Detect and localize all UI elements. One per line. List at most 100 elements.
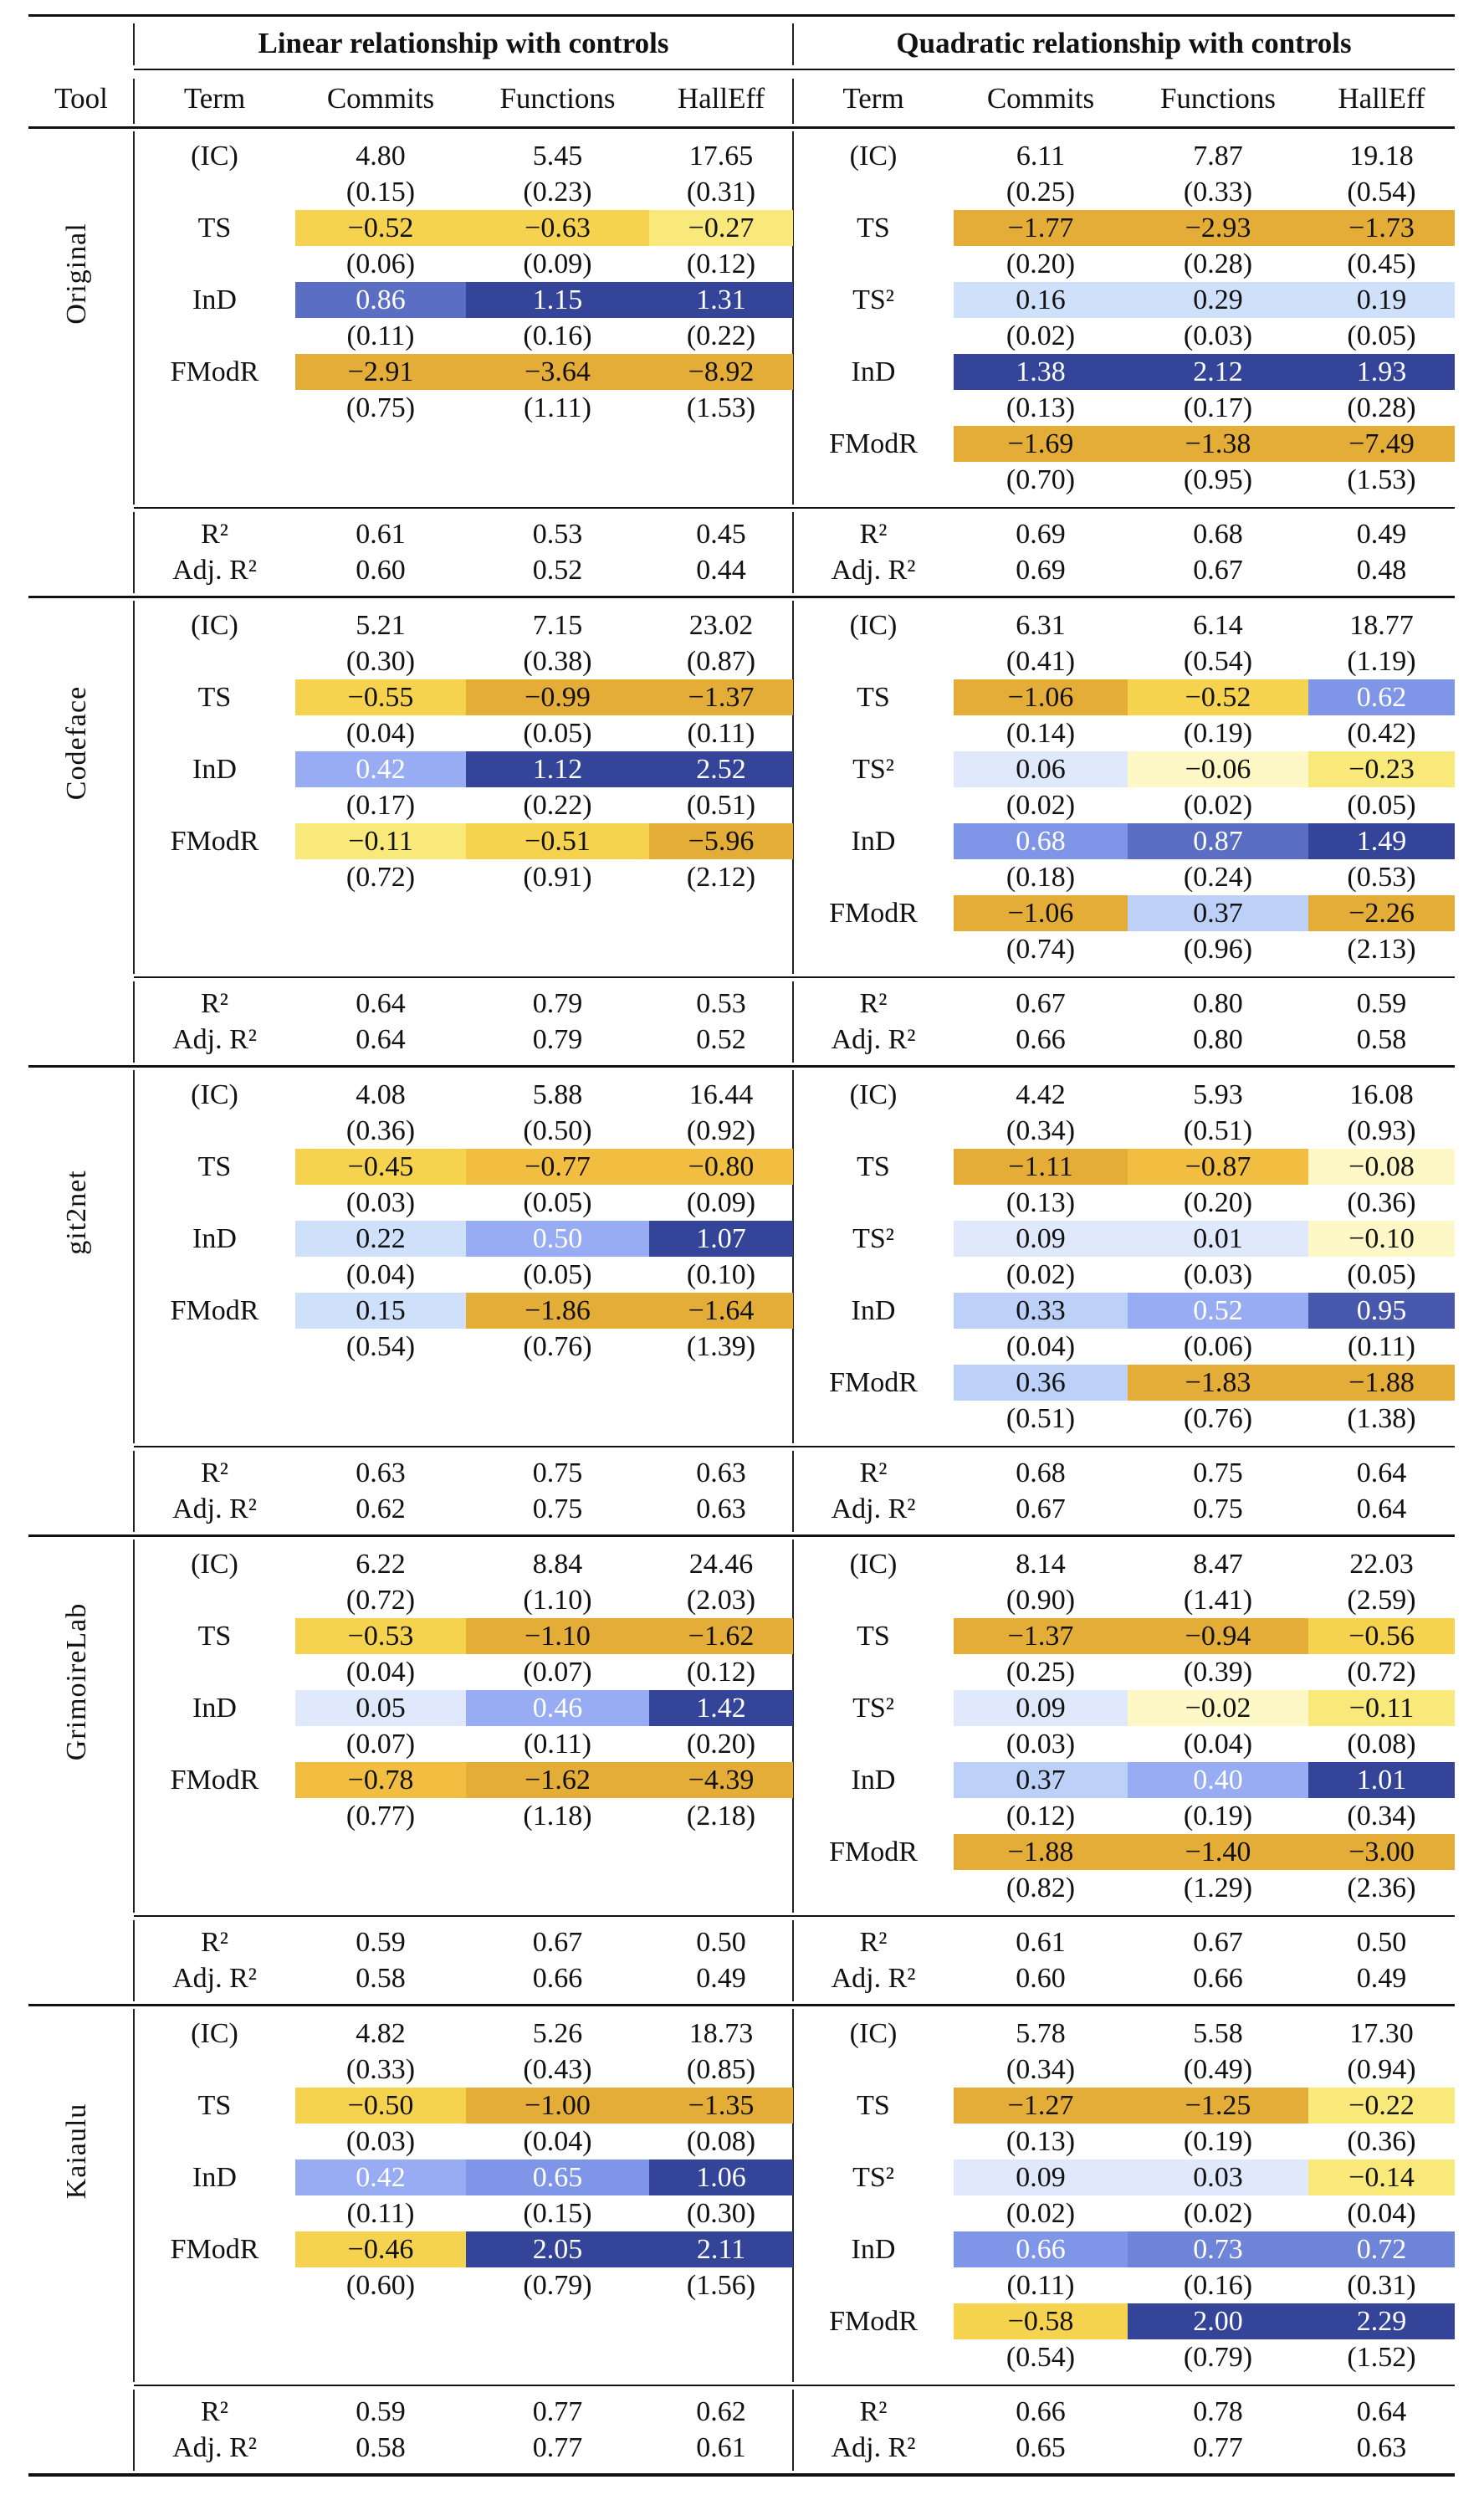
header-rule xyxy=(28,126,1455,129)
coefficient-cell: −2.91 xyxy=(295,354,466,390)
adj-r2-label: Adj. R² xyxy=(831,1493,916,1524)
coefficient-cell: 0.46 xyxy=(466,1690,649,1726)
tool-label: Original xyxy=(61,223,92,325)
coefficient-cell: 18.73 xyxy=(688,2018,754,2049)
coefficient-cell: 0.16 xyxy=(954,282,1128,318)
coefficient-cell: −0.10 xyxy=(1308,1221,1455,1257)
standard-error-cell: (2.59) xyxy=(1347,1585,1416,1616)
r2-value: 0.61 xyxy=(356,519,406,550)
standard-error-cell: (1.18) xyxy=(523,1801,592,1832)
r2-value: 0.79 xyxy=(532,988,583,1019)
coefficient-cell: 0.68 xyxy=(954,823,1128,859)
coefficient-cell: −0.99 xyxy=(466,679,649,715)
coefficient-cell: −1.10 xyxy=(466,1618,649,1654)
adj-r2-value: 0.63 xyxy=(696,1493,746,1524)
term-label: (IC) xyxy=(191,1549,238,1580)
standard-error-cell: (0.03) xyxy=(345,1187,416,1218)
term-label: (IC) xyxy=(191,610,238,641)
column-divider xyxy=(133,2390,135,2471)
standard-error-cell: (1.41) xyxy=(1183,1585,1253,1616)
term-label: (IC) xyxy=(849,1079,898,1110)
coefficient-cell: 19.18 xyxy=(1349,141,1414,172)
column-divider xyxy=(133,79,135,124)
standard-error-cell: (0.22) xyxy=(523,790,592,821)
standard-error-cell: (0.11) xyxy=(1006,2270,1075,2301)
adj-r2-value: 0.64 xyxy=(356,1024,406,1055)
term-label: FModR xyxy=(170,356,259,387)
standard-error-cell: (0.72) xyxy=(345,1585,416,1616)
column-divider xyxy=(792,131,794,505)
r2-value: 0.68 xyxy=(1016,1458,1066,1488)
coefficient-cell: 4.42 xyxy=(1016,1079,1066,1110)
coefficient-cell: 0.37 xyxy=(954,1762,1128,1798)
standard-error-cell: (0.05) xyxy=(523,1259,592,1290)
standard-error-cell: (0.41) xyxy=(1006,646,1076,677)
coefficient-cell: −0.11 xyxy=(1308,1690,1455,1726)
coefficient-cell: −0.06 xyxy=(1128,751,1308,787)
standard-error-cell: (0.34) xyxy=(1006,2054,1076,2085)
adj-r2-label: Adj. R² xyxy=(172,1963,257,1994)
standard-error-cell: (0.09) xyxy=(523,248,592,279)
adj-r2-value: 0.75 xyxy=(1193,1493,1243,1524)
standard-error-cell: (0.92) xyxy=(686,1115,756,1146)
coefficient-cell: 4.08 xyxy=(356,1079,406,1110)
standard-error-cell: (0.31) xyxy=(1347,2270,1416,2301)
adj-r2-value: 0.67 xyxy=(1193,555,1243,586)
standard-error-cell: (0.11) xyxy=(1348,1331,1415,1362)
adj-r2-value: 0.69 xyxy=(1016,555,1066,586)
column-divider xyxy=(792,1451,794,1532)
column-divider xyxy=(133,1540,135,1913)
coefficient-cell: 8.14 xyxy=(1016,1549,1066,1580)
column-header-commits: Commits xyxy=(986,82,1095,115)
coefficient-cell: −1.27 xyxy=(954,2088,1128,2124)
tool-label: Codeface xyxy=(61,685,92,801)
standard-error-cell: (1.29) xyxy=(1183,1873,1253,1903)
coefficient-cell: −1.88 xyxy=(1308,1365,1455,1401)
coefficient-cell: −0.11 xyxy=(295,823,466,859)
r2-value: 0.63 xyxy=(356,1458,406,1488)
coefficient-cell: −1.06 xyxy=(954,679,1128,715)
standard-error-cell: (0.04) xyxy=(345,718,416,749)
coefficient-cell: 0.19 xyxy=(1308,282,1455,318)
coefficient-cell: −1.40 xyxy=(1128,1834,1308,1870)
standard-error-cell: (0.54) xyxy=(345,1331,416,1362)
coefficient-cell: −0.58 xyxy=(954,2303,1128,2339)
term-label: (IC) xyxy=(191,141,238,172)
term-label: FModR xyxy=(829,1367,918,1398)
coefficient-cell: 0.29 xyxy=(1128,282,1308,318)
standard-error-cell: (1.39) xyxy=(686,1331,756,1362)
standard-error-cell: (0.07) xyxy=(523,1657,592,1688)
r2-value: 0.59 xyxy=(356,1927,406,1958)
standard-error-cell: (0.04) xyxy=(1347,2198,1416,2229)
r2-label: R² xyxy=(201,2396,228,2427)
coefficient-cell: 0.73 xyxy=(1128,2231,1308,2267)
standard-error-cell: (0.96) xyxy=(1183,934,1253,965)
adj-r2-label: Adj. R² xyxy=(172,1024,257,1055)
r2-value: 0.67 xyxy=(1193,1927,1243,1958)
term-label: TS² xyxy=(852,284,894,315)
r2-value: 0.75 xyxy=(1193,1458,1243,1488)
coefficient-cell: −2.26 xyxy=(1308,895,1455,931)
coefficient-cell: 2.12 xyxy=(1128,354,1308,390)
term-label: InD xyxy=(192,1693,237,1724)
r2-value: 0.64 xyxy=(1356,1458,1407,1488)
standard-error-cell: (0.76) xyxy=(523,1331,592,1362)
term-label: InD xyxy=(851,826,896,857)
coefficient-cell: 2.00 xyxy=(1128,2303,1308,2339)
term-label: FModR xyxy=(829,428,918,459)
coefficient-cell: −1.69 xyxy=(954,426,1128,462)
term-label: InD xyxy=(851,2234,896,2265)
coefficient-cell: 8.47 xyxy=(1193,1549,1243,1580)
standard-error-cell: (0.76) xyxy=(1183,1403,1253,1434)
standard-error-cell: (0.94) xyxy=(1347,2054,1416,2085)
adj-r2-value: 0.44 xyxy=(696,555,746,586)
adj-r2-value: 0.63 xyxy=(1356,2432,1407,2463)
standard-error-cell: (0.87) xyxy=(686,646,756,677)
standard-error-cell: (0.54) xyxy=(1347,177,1416,207)
standard-error-cell: (0.85) xyxy=(686,2054,756,2085)
standard-error-cell: (1.11) xyxy=(524,392,591,423)
coefficient-cell: 0.36 xyxy=(954,1365,1128,1401)
coefficient-cell: 7.15 xyxy=(532,610,583,641)
term-label: InD xyxy=(192,1223,237,1254)
r2-value: 0.64 xyxy=(1356,2396,1407,2427)
